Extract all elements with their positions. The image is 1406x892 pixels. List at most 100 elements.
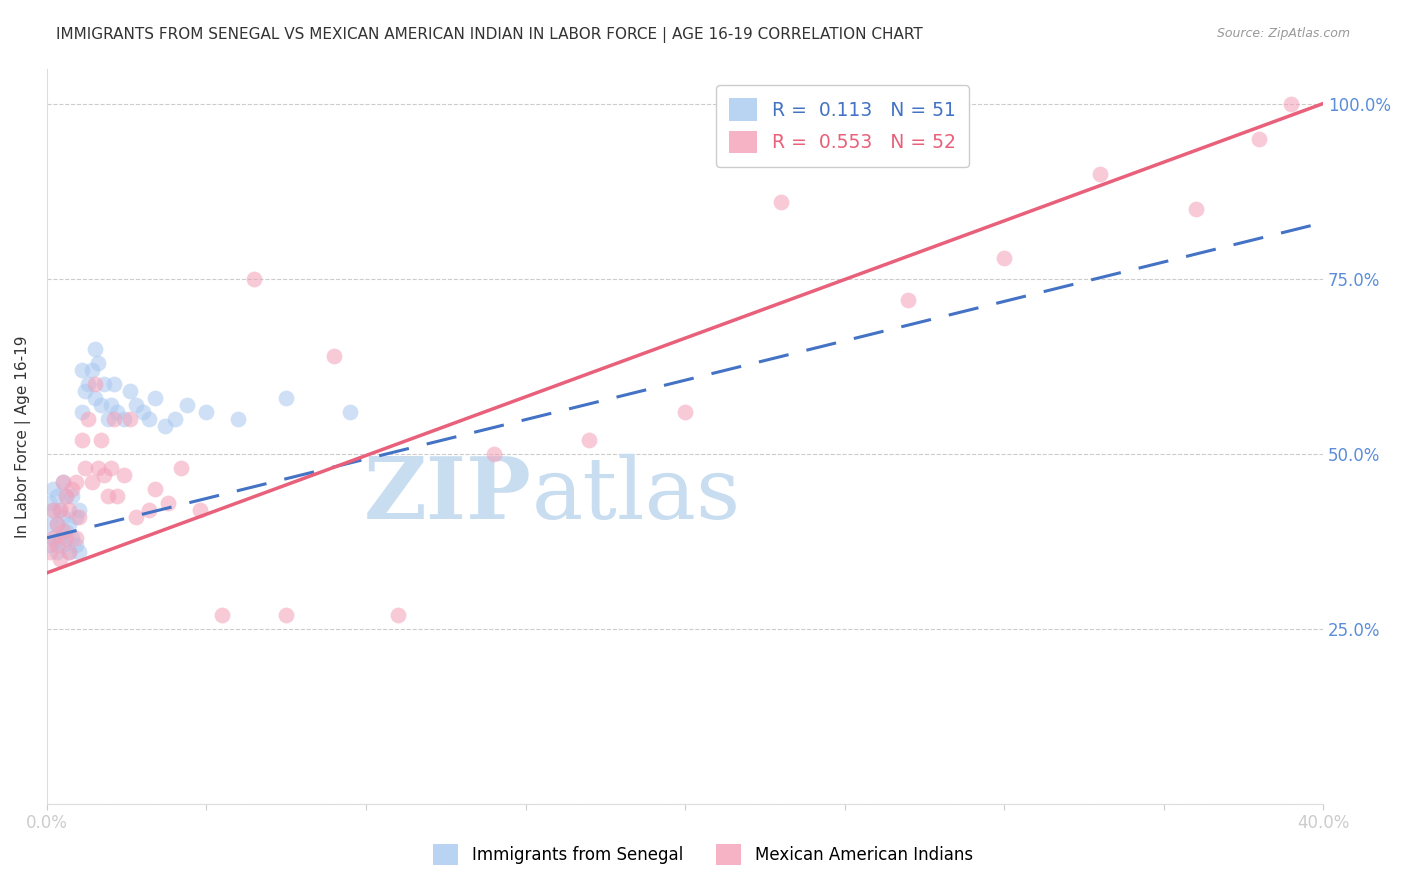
Point — [45, 516, 67, 531]
Point — [42, 531, 65, 545]
Point — [39, 516, 62, 531]
Point — [93, 467, 115, 482]
Point — [125, 398, 148, 412]
Point — [62, 482, 84, 496]
Point — [673, 405, 696, 419]
Legend: R =  0.113   N = 51, R =  0.553   N = 52: R = 0.113 N = 51, R = 0.553 N = 52 — [716, 86, 969, 167]
Point — [67, 509, 90, 524]
Point — [39, 538, 62, 552]
Point — [118, 384, 141, 398]
Point — [211, 607, 233, 622]
Text: atlas: atlas — [531, 453, 741, 537]
Point — [83, 376, 105, 391]
Point — [87, 460, 110, 475]
Point — [83, 342, 105, 356]
Point — [138, 503, 160, 517]
Point — [83, 391, 105, 405]
Point — [48, 531, 70, 545]
Point — [100, 460, 122, 475]
Point — [163, 411, 186, 425]
Point — [70, 405, 93, 419]
Point — [145, 482, 167, 496]
Point — [138, 411, 160, 425]
Point — [45, 489, 67, 503]
Point — [62, 531, 84, 545]
Point — [48, 503, 70, 517]
Point — [97, 489, 120, 503]
Point — [387, 607, 409, 622]
Text: ZIP: ZIP — [364, 453, 531, 537]
Point — [105, 405, 128, 419]
Point — [1184, 202, 1206, 216]
Text: IMMIGRANTS FROM SENEGAL VS MEXICAN AMERICAN INDIAN IN LABOR FORCE | AGE 16-19 CO: IMMIGRANTS FROM SENEGAL VS MEXICAN AMERI… — [56, 27, 922, 43]
Point — [65, 509, 87, 524]
Point — [55, 524, 77, 538]
Point — [77, 411, 100, 425]
Point — [48, 551, 70, 566]
Point — [993, 251, 1015, 265]
Point — [80, 475, 103, 489]
Point — [52, 524, 75, 538]
Point — [55, 489, 77, 503]
Y-axis label: In Labor Force | Age 16-19: In Labor Force | Age 16-19 — [15, 335, 31, 538]
Point — [67, 503, 90, 517]
Point — [482, 447, 505, 461]
Point — [42, 503, 65, 517]
Point — [97, 411, 120, 425]
Point — [65, 475, 87, 489]
Point — [1279, 96, 1302, 111]
Point — [578, 433, 600, 447]
Point — [52, 509, 75, 524]
Point — [112, 467, 135, 482]
Point — [170, 460, 193, 475]
Point — [55, 531, 77, 545]
Point — [188, 503, 211, 517]
Point — [45, 516, 67, 531]
Point — [39, 545, 62, 559]
Point — [90, 433, 112, 447]
Point — [70, 362, 93, 376]
Point — [42, 482, 65, 496]
Legend: Immigrants from Senegal, Mexican American Indians: Immigrants from Senegal, Mexican America… — [423, 834, 983, 875]
Point — [65, 538, 87, 552]
Point — [75, 384, 97, 398]
Point — [112, 411, 135, 425]
Point — [276, 607, 298, 622]
Point — [42, 531, 65, 545]
Point — [52, 475, 75, 489]
Point — [897, 293, 920, 307]
Point — [276, 391, 298, 405]
Point — [339, 405, 361, 419]
Point — [105, 489, 128, 503]
Point — [145, 391, 167, 405]
Point — [42, 503, 65, 517]
Point — [45, 545, 67, 559]
Point — [118, 411, 141, 425]
Point — [80, 362, 103, 376]
Point — [52, 538, 75, 552]
Point — [55, 489, 77, 503]
Point — [70, 433, 93, 447]
Point — [1249, 131, 1271, 145]
Point — [58, 503, 80, 517]
Point — [58, 545, 80, 559]
Point — [77, 376, 100, 391]
Point — [103, 411, 125, 425]
Point — [103, 376, 125, 391]
Point — [243, 271, 266, 285]
Point — [62, 489, 84, 503]
Point — [157, 496, 180, 510]
Point — [58, 545, 80, 559]
Point — [125, 509, 148, 524]
Point — [195, 405, 218, 419]
Point — [769, 194, 792, 209]
Point — [65, 531, 87, 545]
Point — [39, 496, 62, 510]
Point — [131, 405, 153, 419]
Point — [58, 516, 80, 531]
Point — [48, 503, 70, 517]
Point — [153, 418, 176, 433]
Text: Source: ZipAtlas.com: Source: ZipAtlas.com — [1216, 27, 1350, 40]
Point — [67, 545, 90, 559]
Point — [93, 376, 115, 391]
